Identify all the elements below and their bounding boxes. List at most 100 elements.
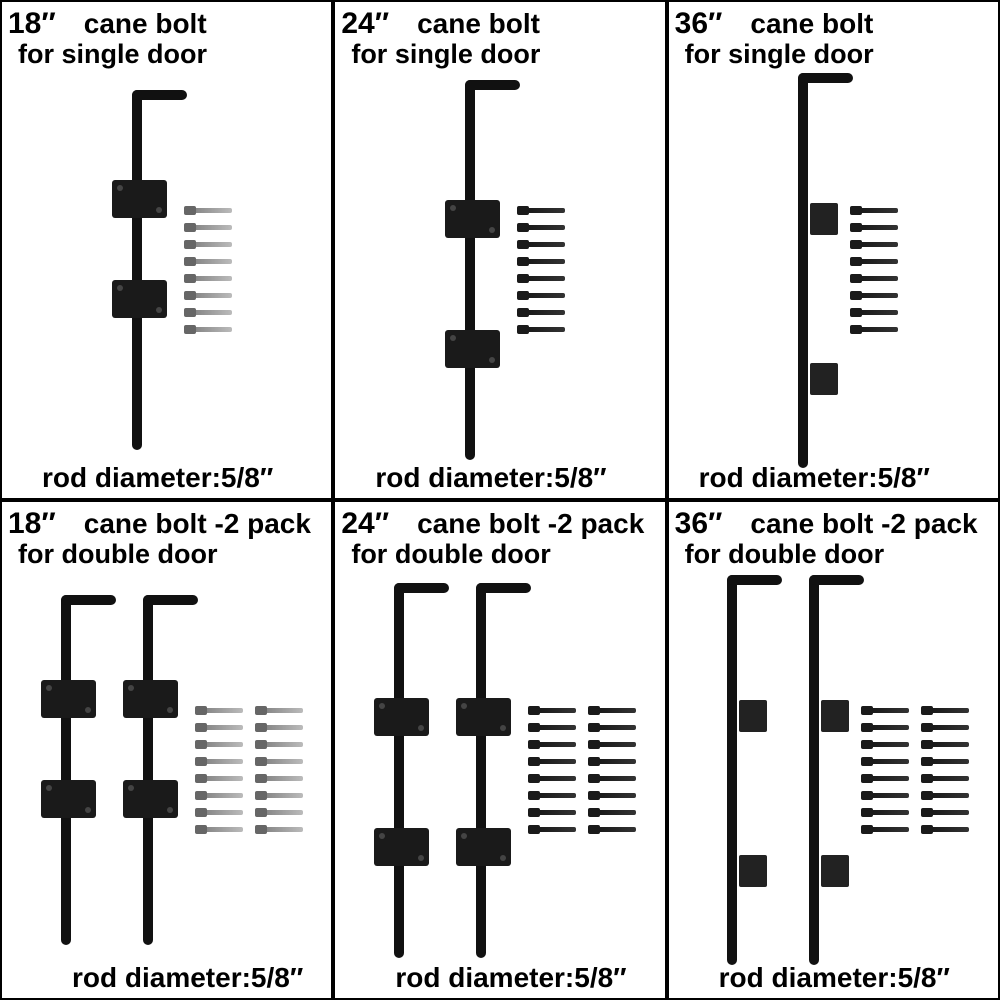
title-block: 36″cane boltfor single door bbox=[675, 8, 874, 68]
screw bbox=[517, 291, 565, 300]
bracket bbox=[41, 680, 96, 718]
screw bbox=[528, 791, 576, 800]
screw-column bbox=[184, 206, 232, 334]
screw bbox=[195, 808, 243, 817]
size-label: 18″ bbox=[8, 507, 56, 540]
handle bbox=[143, 595, 198, 605]
product-name: cane bolt bbox=[417, 8, 540, 39]
screw bbox=[850, 325, 898, 334]
screw-column bbox=[861, 706, 909, 834]
rod bbox=[61, 595, 71, 945]
screw bbox=[195, 791, 243, 800]
screw bbox=[517, 257, 565, 266]
title-block: 24″cane boltfor single door bbox=[341, 8, 540, 68]
rod bbox=[727, 575, 737, 965]
bracket bbox=[41, 780, 96, 818]
product-name: cane bolt -2 pack bbox=[417, 508, 644, 539]
title-line-1: 24″cane bolt -2 pack bbox=[341, 508, 644, 540]
screw bbox=[921, 740, 969, 749]
illustration bbox=[669, 582, 998, 958]
product-name: cane bolt -2 pack bbox=[84, 508, 311, 539]
screw bbox=[184, 257, 232, 266]
bracket bbox=[456, 698, 511, 736]
title-line-1: 18″ cane bolt -2 pack bbox=[8, 508, 311, 540]
screw bbox=[184, 240, 232, 249]
screw bbox=[588, 808, 636, 817]
screw bbox=[861, 723, 909, 732]
handle bbox=[465, 80, 520, 90]
screw bbox=[850, 274, 898, 283]
screw bbox=[921, 808, 969, 817]
title-block: 18″ cane bolt -2 packfor double door bbox=[8, 508, 311, 568]
cane-bolt bbox=[768, 73, 838, 468]
rod-diameter-label: rod diameter:5/8″ bbox=[719, 962, 950, 994]
screw bbox=[255, 757, 303, 766]
product-cell: 18″cane boltfor single door rod diameter:… bbox=[0, 0, 333, 500]
screw bbox=[517, 274, 565, 283]
screw bbox=[184, 206, 232, 215]
screw bbox=[850, 240, 898, 249]
rod-diameter-label: rod diameter:5/8″ bbox=[72, 962, 303, 994]
screw bbox=[517, 308, 565, 317]
screw bbox=[528, 774, 576, 783]
cane-bolt bbox=[364, 583, 434, 958]
cane-bolt bbox=[31, 595, 101, 945]
screw bbox=[528, 825, 576, 834]
rod bbox=[143, 595, 153, 945]
illustration bbox=[335, 82, 664, 458]
screw bbox=[861, 740, 909, 749]
bracket bbox=[456, 828, 511, 866]
screw bbox=[921, 757, 969, 766]
screw bbox=[184, 308, 232, 317]
illustration bbox=[669, 82, 998, 458]
screw bbox=[255, 706, 303, 715]
rod bbox=[809, 575, 819, 965]
rod-diameter-label: rod diameter:5/8″ bbox=[699, 462, 930, 494]
handle bbox=[476, 583, 531, 593]
rod-diameter-label: rod diameter:5/8″ bbox=[42, 462, 273, 494]
title-block: 18″cane boltfor single door bbox=[8, 8, 207, 68]
screw bbox=[528, 757, 576, 766]
product-cell: 18″ cane bolt -2 packfor double door rod d… bbox=[0, 500, 333, 1000]
mount-plate bbox=[810, 363, 838, 395]
title-line-1: 18″cane bolt bbox=[8, 8, 207, 40]
handle bbox=[809, 575, 864, 585]
screw-column bbox=[588, 706, 636, 834]
illustration bbox=[2, 582, 331, 958]
cane-bolt bbox=[102, 90, 172, 450]
screw bbox=[850, 291, 898, 300]
subtitle: for double door bbox=[18, 540, 311, 568]
bracket bbox=[112, 280, 167, 318]
screw-column bbox=[921, 706, 969, 834]
screw-column bbox=[850, 206, 898, 334]
rod-diameter-label: rod diameter:5/8″ bbox=[375, 462, 606, 494]
screw bbox=[195, 723, 243, 732]
screw bbox=[850, 308, 898, 317]
screw bbox=[517, 206, 565, 215]
size-label: 36″ bbox=[675, 7, 723, 40]
screw bbox=[255, 825, 303, 834]
cane-bolt bbox=[435, 80, 505, 460]
screw bbox=[528, 723, 576, 732]
handle bbox=[61, 595, 116, 605]
title-block: 24″cane bolt -2 packfor double door bbox=[341, 508, 644, 568]
illustration bbox=[2, 82, 331, 458]
title-line-1: 24″cane bolt bbox=[341, 8, 540, 40]
screw bbox=[588, 740, 636, 749]
product-cell: 36″cane bolt -2 packfor double doorrod d… bbox=[667, 500, 1000, 1000]
title-line-1: 36″cane bolt -2 pack bbox=[675, 508, 978, 540]
handle bbox=[132, 90, 187, 100]
screw bbox=[921, 774, 969, 783]
screw bbox=[255, 808, 303, 817]
screw bbox=[588, 723, 636, 732]
bracket bbox=[374, 828, 429, 866]
screw bbox=[921, 825, 969, 834]
bracket bbox=[123, 780, 178, 818]
screw bbox=[184, 223, 232, 232]
screw bbox=[517, 223, 565, 232]
product-cell: 24″cane boltfor single door rod diameter:… bbox=[333, 0, 666, 500]
screw bbox=[861, 706, 909, 715]
subtitle: for single door bbox=[685, 40, 874, 68]
mount-plate bbox=[810, 203, 838, 235]
screw bbox=[255, 791, 303, 800]
